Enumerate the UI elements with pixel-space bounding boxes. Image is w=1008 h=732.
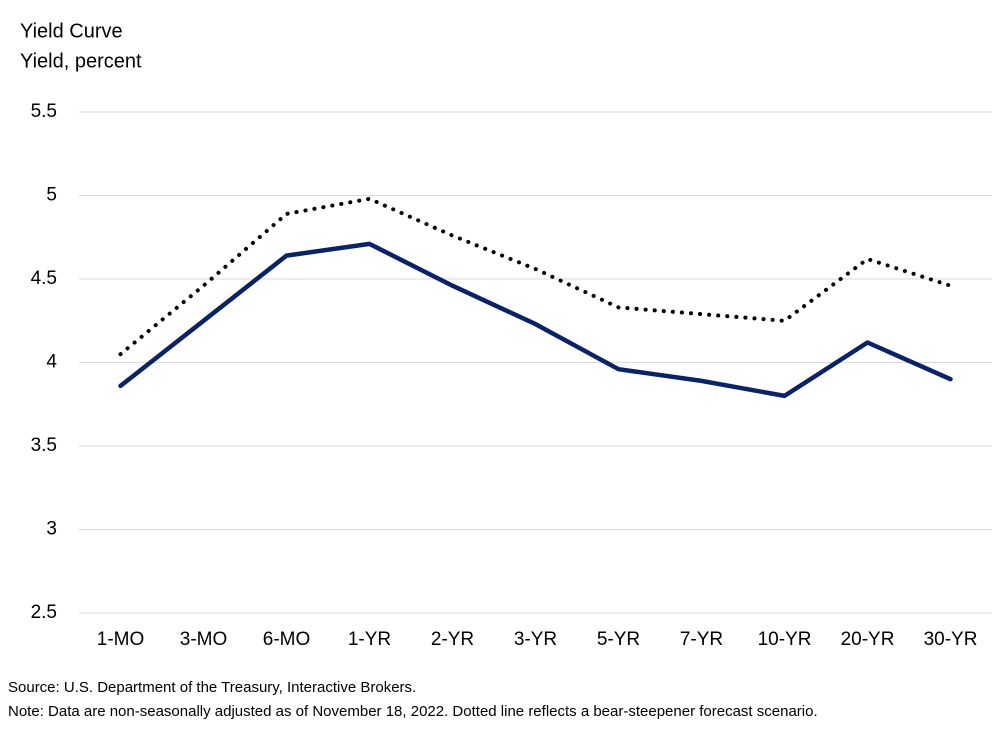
y-tick-label: 3: [46, 519, 57, 540]
y-tick-label: 4: [46, 352, 57, 373]
x-tick-label: 6-MO: [263, 629, 311, 650]
x-tick-label: 3-MO: [180, 629, 228, 650]
y-tick-label: 3.5: [31, 435, 57, 456]
x-tick-label: 3-YR: [514, 629, 557, 650]
y-tick-label: 5.5: [31, 101, 57, 122]
x-tick-label: 1-MO: [97, 629, 145, 650]
y-tick-label: 5: [46, 185, 57, 206]
y-tick-label: 2.5: [31, 602, 57, 623]
source: Source: U.S. Department of the Treasury,…: [8, 679, 416, 696]
series-line: [118, 241, 953, 399]
x-tick-label: 20-YR: [841, 629, 895, 650]
y-axis-label: Yield, percent: [20, 50, 142, 72]
x-tick-label: 10-YR: [758, 629, 812, 650]
x-tick-label: 5-YR: [597, 629, 640, 650]
x-tick-label: 30-YR: [924, 629, 978, 650]
x-tick-label: 2-YR: [431, 629, 474, 650]
y-tick-label: 4.5: [31, 268, 57, 289]
series-line: [118, 196, 953, 357]
x-tick-label: 1-YR: [348, 629, 391, 650]
chart-title: Yield Curve: [20, 20, 123, 42]
note: Note: Data are non-seasonally adjusted a…: [8, 703, 818, 720]
x-tick-label: 7-YR: [680, 629, 723, 650]
